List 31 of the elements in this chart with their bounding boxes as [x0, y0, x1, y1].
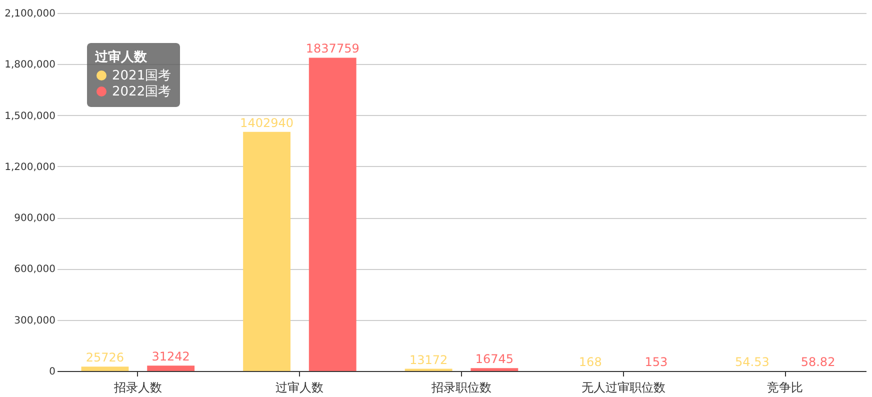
legend-label: 2021国考 [112, 68, 172, 84]
data-label: 58.82 [800, 354, 836, 369]
bar [308, 58, 356, 371]
y-tick-label: 0 [49, 366, 56, 378]
data-label: 54.53 [734, 354, 770, 369]
data-label: 31242 [152, 350, 190, 364]
y-tick-label: 900,000 [14, 213, 56, 224]
y-tick-label: 1,500,000 [4, 110, 56, 122]
x-tick-label: 招录人数 [112, 380, 162, 394]
data-label: 25726 [86, 350, 124, 365]
x-tick-label: 过审人数 [276, 380, 324, 394]
y-tick-label: 300,000 [14, 315, 56, 326]
data-label: 168 [578, 354, 602, 369]
data-label: 1402940 [240, 116, 294, 130]
x-tick-label: 竞争比 [767, 380, 804, 394]
data-label: 1837759 [306, 42, 360, 56]
legend-label: 2022国考 [112, 84, 172, 100]
y-tick-label: 1,800,000 [4, 60, 56, 71]
y-tick-label: 600,000 [14, 264, 56, 276]
bar [147, 366, 195, 371]
data-label: 16745 [475, 352, 514, 366]
legend-title: 过审人数 [94, 49, 148, 65]
bar [243, 132, 290, 371]
bar [81, 366, 129, 371]
y-tick-label: 2,100,000 [4, 8, 56, 20]
data-label: 13172 [409, 352, 448, 367]
x-tick-label: 无人过审职位数 [581, 380, 666, 394]
bar [470, 368, 518, 371]
data-label: 153 [644, 354, 668, 369]
x-tick-label: 招录职位数 [430, 380, 492, 394]
y-tick-label: 1,200,000 [4, 162, 56, 173]
